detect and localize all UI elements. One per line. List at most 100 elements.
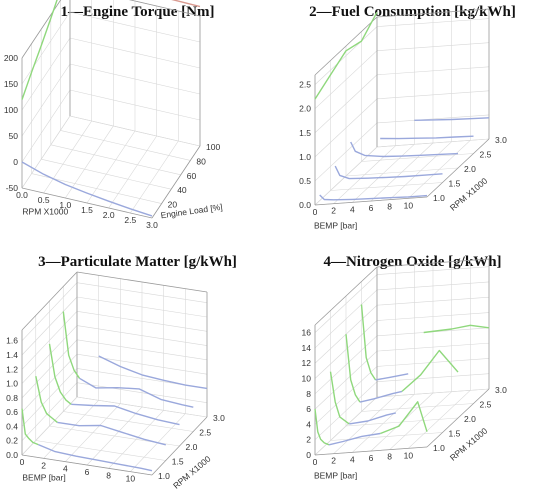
axis-edge xyxy=(314,16,378,76)
grid-line xyxy=(50,144,181,176)
z-tick-label: 150 xyxy=(4,79,18,89)
z-tick-label: 200 xyxy=(4,53,18,63)
series-line-1 xyxy=(329,371,350,425)
x-tick-label: 8 xyxy=(387,452,392,462)
z-tick-label: 0.0 xyxy=(6,450,18,460)
x-tick-label: 10 xyxy=(404,450,414,460)
series-line-2 xyxy=(334,165,443,180)
z-tick-label: 8 xyxy=(306,389,311,399)
panel-particulate-matter: 3—Particulate Matter [g/kWh] 0 2 4 6 8 10 1.0 1… xyxy=(0,250,275,500)
z-tick-label: 4 xyxy=(306,419,311,429)
y-tick-label: 2.5 xyxy=(480,400,492,410)
z-tick-label: 50 xyxy=(9,131,19,141)
z-tick-label: 0 xyxy=(306,450,311,460)
y-tick-label: 1.0 xyxy=(433,443,445,453)
y-tick-label: 2.5 xyxy=(199,428,211,438)
grid-line xyxy=(43,120,92,194)
series-line-2 xyxy=(48,343,72,405)
y-tick-label: 3.0 xyxy=(495,385,507,395)
x-axis xyxy=(21,454,153,476)
x-tick-label: 6 xyxy=(369,203,374,213)
x-tick-label: 0.0 xyxy=(16,190,28,200)
grid-line xyxy=(41,158,172,190)
x-tick-label: 4 xyxy=(350,204,355,214)
series-line-2 xyxy=(171,0,201,8)
z-tick-label: 0 xyxy=(13,157,18,167)
series-line-7 xyxy=(79,377,194,408)
chart-fuel-consumption: 0 2 4 6 8 101.01.52.02.53.00.00.51.01.52.02.5… xyxy=(299,8,507,230)
chart-title: 2—Fuel Consumption [kg/kWh] xyxy=(309,4,516,20)
grid-line xyxy=(35,440,166,461)
grid-line xyxy=(21,89,71,163)
x-tick-label: 2.0 xyxy=(103,210,115,220)
series-line-1 xyxy=(319,194,428,201)
grid-line xyxy=(60,130,191,161)
z-tick-label: 0.0 xyxy=(299,200,311,210)
y-tick-label: 2.0 xyxy=(464,414,476,424)
series-line-1 xyxy=(21,0,58,100)
axis-edge xyxy=(21,0,62,59)
x-tick-label: 2.5 xyxy=(124,215,136,225)
series-line-0 xyxy=(314,409,330,446)
grid-line xyxy=(63,411,194,432)
panel-nitrogen-oxide: 4—Nitrogen Oxide [g/kWh] 0 2 4 6 8 10 1.0 1.5 2.… xyxy=(275,250,550,500)
y-tick-label: 1.5 xyxy=(449,429,461,439)
axis-edge xyxy=(76,271,208,293)
z-tick-label: 10 xyxy=(302,374,312,384)
z-tick-label: 100 xyxy=(4,105,18,115)
y-tick-label: 80 xyxy=(196,156,206,166)
z-tick-label: 12 xyxy=(302,358,312,368)
grid-line xyxy=(345,167,459,177)
series-line-9 xyxy=(401,349,459,392)
y-tick-label: 2.0 xyxy=(464,164,476,174)
y-tick-label: 1.0 xyxy=(158,471,170,481)
x-tick-label: 6 xyxy=(85,467,90,477)
y-tick-label: 2.5 xyxy=(480,150,492,160)
x-axis xyxy=(314,446,428,456)
y-tick-label: 20 xyxy=(168,200,178,210)
grid-line xyxy=(361,153,474,162)
y-tick-label: 3.0 xyxy=(495,135,507,145)
series-line-0 xyxy=(21,408,39,446)
x-tick-label: 10 xyxy=(404,200,414,210)
series-line-0 xyxy=(21,161,153,217)
z-tick-label: 0.2 xyxy=(6,436,18,446)
series-line-8 xyxy=(380,401,428,435)
axis-edge xyxy=(21,271,78,331)
grid-line xyxy=(21,115,71,189)
series-line-10 xyxy=(423,324,490,334)
series-line-8 xyxy=(98,355,208,390)
grid-line xyxy=(130,140,179,214)
z-tick-label: 1.6 xyxy=(6,336,18,346)
z-tick-label: 2.5 xyxy=(299,80,311,90)
x-tick-label: 2 xyxy=(331,456,336,466)
x-tick-label: 3.0 xyxy=(146,220,158,230)
z-tick-label: -50 xyxy=(6,183,19,193)
x-tick-label: 2 xyxy=(331,206,336,216)
x-tick-label: 4 xyxy=(63,464,68,474)
grid-line xyxy=(86,130,136,204)
grid-line xyxy=(69,115,201,147)
grid-line xyxy=(76,396,208,418)
y-axis xyxy=(151,416,208,476)
x-axis-label: BEMP [bar] xyxy=(314,220,357,230)
y-tick-label: 1.5 xyxy=(172,457,184,467)
y-axis xyxy=(151,145,201,219)
grid-line xyxy=(330,182,443,191)
series-line-3 xyxy=(360,304,377,381)
chart-engine-torque: 0.0 0.5 1.0 1.5 2.0 2.5 3.020406080100-5005010… xyxy=(4,0,223,230)
series-line-7 xyxy=(375,373,409,381)
x-axis-label: RPM X1000 xyxy=(22,206,68,216)
x-tick-label: 10 xyxy=(126,474,136,484)
x-tick-label: 0 xyxy=(313,207,318,217)
x-axis-label: BEMP [bar] xyxy=(22,473,65,483)
series-line-2 xyxy=(345,334,361,403)
z-tick-label: 2.0 xyxy=(299,104,311,114)
chart-nitrogen-oxide: 0 2 4 6 8 10 1.0 1.52.0 2.53.0 0 2 4 6 8 10 12 14 16 BEMP … xyxy=(302,258,507,480)
panel-engine-torque: 1—Engine Torque [Nm] 0.0 0.5 1.0 1.5 2.0 2.5 3… xyxy=(0,0,275,250)
x-tick-label: 6 xyxy=(369,453,374,463)
x-tick-label: 2 xyxy=(41,460,46,470)
x-tick-label: 0 xyxy=(313,457,318,467)
z-tick-label: 14 xyxy=(302,343,312,353)
chart-title: 1—Engine Torque [Nm] xyxy=(60,4,215,20)
